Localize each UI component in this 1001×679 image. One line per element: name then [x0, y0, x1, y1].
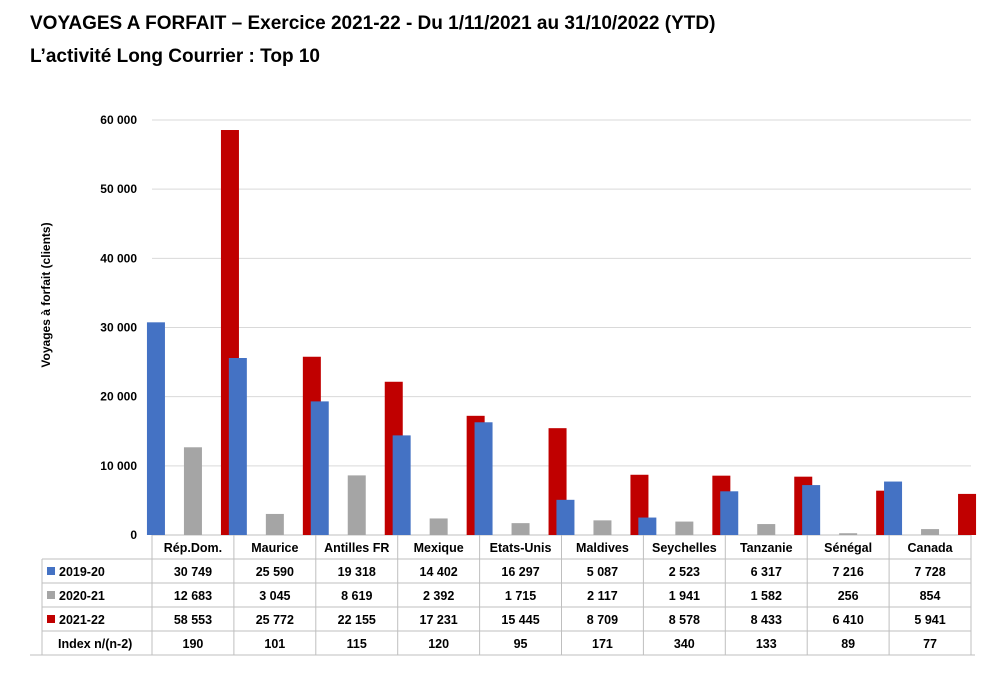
data-label: 19 318	[338, 565, 376, 579]
legend-label: 2019-20	[59, 565, 105, 579]
index-value: 133	[756, 637, 777, 651]
data-label: 25 772	[256, 613, 294, 627]
legend-swatch	[47, 615, 55, 623]
index-value: 77	[923, 637, 937, 651]
bar-2020-21	[921, 529, 940, 535]
bar-2020-21	[839, 533, 858, 535]
y-tick-label: 10 000	[100, 459, 137, 473]
index-value: 115	[347, 637, 367, 651]
data-label: 25 590	[256, 565, 294, 579]
data-label: 8 433	[751, 613, 782, 627]
data-label: 6 317	[751, 565, 782, 579]
index-value: 340	[674, 637, 695, 651]
bar-2019-20	[884, 481, 903, 535]
data-label: 58 553	[174, 613, 212, 627]
data-label: 854	[920, 589, 941, 603]
data-label: 2 392	[423, 589, 454, 603]
data-label: 1 941	[669, 589, 700, 603]
category-label: Etats-Unis	[490, 541, 552, 555]
data-label: 6 410	[833, 613, 864, 627]
bar-2020-21	[265, 513, 284, 535]
index-value: 95	[514, 637, 528, 651]
index-value: 190	[183, 637, 204, 651]
bar-2019-20	[720, 491, 739, 535]
category-label: Sénégal	[824, 541, 872, 555]
category-label: Antilles FR	[324, 541, 389, 555]
data-label: 12 683	[174, 589, 212, 603]
data-label: 1 715	[505, 589, 536, 603]
data-label: 2 523	[669, 565, 700, 579]
category-label: Mexique	[414, 541, 464, 555]
index-row-label: Index n/(n-2)	[58, 637, 132, 651]
data-label: 7 216	[833, 565, 864, 579]
legend-swatch	[47, 591, 55, 599]
legend-label: 2020-21	[59, 589, 105, 603]
data-label: 5 941	[914, 613, 945, 627]
category-label: Canada	[907, 541, 953, 555]
index-value: 120	[428, 637, 449, 651]
data-label: 5 087	[587, 565, 618, 579]
data-label: 16 297	[501, 565, 539, 579]
y-tick-label: 60 000	[100, 113, 137, 127]
y-tick-label: 50 000	[100, 182, 137, 196]
data-label: 22 155	[338, 613, 376, 627]
data-label: 7 728	[914, 565, 945, 579]
bar-2019-20	[310, 401, 329, 535]
category-label: Seychelles	[652, 541, 717, 555]
bar-2019-20	[474, 422, 493, 535]
y-tick-label: 0	[130, 528, 137, 542]
page-title: VOYAGES A FORFAIT – Exercice 2021-22 - D…	[30, 13, 716, 34]
data-label: 256	[838, 589, 859, 603]
y-tick-label: 20 000	[100, 390, 137, 404]
data-label: 15 445	[501, 613, 539, 627]
y-tick-label: 30 000	[100, 321, 137, 335]
bar-2020-21	[511, 523, 530, 535]
legend-label: 2021-22	[59, 613, 105, 627]
category-label: Maldives	[576, 541, 629, 555]
y-axis-label: Voyages à forfait (clients)	[39, 222, 53, 367]
category-label: Maurice	[251, 541, 298, 555]
bar-2020-21	[593, 520, 612, 535]
data-label: 2 117	[587, 589, 618, 603]
data-label: 8 619	[341, 589, 372, 603]
data-label: 30 749	[174, 565, 212, 579]
bar-2020-21	[675, 521, 694, 535]
bar-2020-21	[429, 518, 448, 535]
bar-2020-21	[757, 524, 776, 535]
data-label: 8 578	[669, 613, 700, 627]
bar-2019-20	[638, 517, 657, 535]
category-label: Rép.Dom.	[164, 541, 222, 555]
data-label: 14 402	[420, 565, 458, 579]
bar-2019-20	[802, 485, 821, 535]
index-value: 101	[264, 637, 285, 651]
bar-2019-20	[392, 435, 411, 535]
bar-2020-21	[183, 447, 202, 535]
index-value: 89	[841, 637, 855, 651]
data-label: 8 709	[587, 613, 618, 627]
bar-2019-20	[228, 358, 247, 535]
bar-2019-20	[556, 499, 575, 535]
index-value: 171	[592, 637, 613, 651]
bar-2021-22	[958, 493, 977, 535]
category-label: Tanzanie	[740, 541, 793, 555]
bar-2020-21	[347, 475, 366, 535]
data-label: 1 582	[751, 589, 782, 603]
y-tick-label: 40 000	[100, 251, 137, 265]
data-label: 3 045	[259, 589, 290, 603]
legend-swatch	[47, 567, 55, 575]
data-label: 17 231	[420, 613, 458, 627]
page-subtitle: L’activité Long Courrier : Top 10	[30, 46, 320, 67]
bar-2019-20	[146, 322, 165, 535]
